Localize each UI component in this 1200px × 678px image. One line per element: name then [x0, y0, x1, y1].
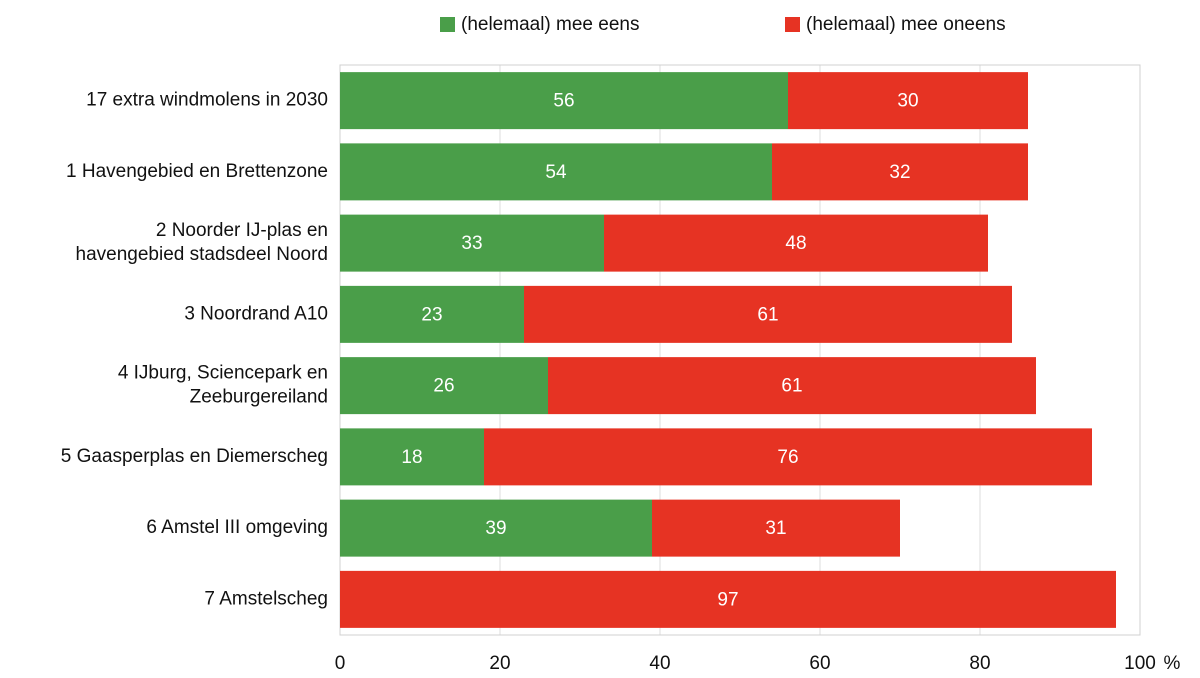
bar: [548, 357, 1036, 415]
y-tick-label: 4 IJburg, Sciencepark en Zeeburgereiland: [118, 363, 328, 408]
data-label: 26: [433, 376, 454, 397]
bar: [788, 72, 1028, 130]
y-tick-label: 5 Gaasperplas en Diemerscheg: [61, 446, 328, 467]
bar: [524, 285, 1012, 343]
x-axis-label: %: [1164, 653, 1181, 674]
data-label: 30: [897, 91, 918, 112]
y-tick-label: 6 Amstel III omgeving: [146, 517, 328, 538]
data-label: 61: [757, 304, 778, 325]
data-label: 31: [765, 518, 786, 539]
bar: [340, 214, 604, 272]
bar: [604, 214, 988, 272]
y-tick-label: 7 Amstelscheg: [204, 588, 328, 609]
data-label: 56: [553, 91, 574, 112]
x-tick-label: 20: [489, 653, 510, 674]
legend-label: (helemaal) mee oneens: [806, 14, 1006, 35]
bar: [652, 499, 900, 557]
y-tick-label: 17 extra windmolens in 2030: [86, 90, 328, 111]
x-tick-label: 0: [335, 653, 346, 674]
bar: [340, 143, 772, 201]
data-label: 76: [777, 447, 798, 468]
bar: [772, 143, 1028, 201]
plot-frame: [339, 64, 1141, 636]
bar: [340, 357, 548, 415]
y-tick-label: 1 Havengebied en Brettenzone: [66, 161, 328, 182]
x-tick-label: 80: [969, 653, 990, 674]
legend-label: (helemaal) mee eens: [461, 14, 639, 35]
data-label: 48: [785, 233, 806, 254]
y-tick-label: 3 Noordrand A10: [184, 303, 328, 324]
x-tick-label: 40: [649, 653, 670, 674]
bar: [340, 570, 1116, 628]
data-label: 23: [421, 304, 442, 325]
data-label: 39: [485, 518, 506, 539]
data-label: 18: [401, 447, 422, 468]
data-label: 61: [781, 376, 802, 397]
legend-swatch: [785, 17, 800, 32]
y-tick-label: 2 Noorder IJ-plas en havengebied stadsdee…: [76, 220, 328, 265]
bar: [340, 285, 524, 343]
bar: [340, 72, 788, 130]
bar: [340, 428, 484, 486]
bar: [484, 428, 1092, 486]
legend-swatch: [440, 17, 455, 32]
data-label: 32: [889, 162, 910, 183]
data-label: 54: [545, 162, 567, 183]
data-label: 97: [717, 589, 738, 610]
x-tick-label: 100: [1124, 653, 1156, 674]
x-tick-label: 60: [809, 653, 830, 674]
data-label: 33: [461, 233, 482, 254]
bar: [340, 499, 652, 557]
